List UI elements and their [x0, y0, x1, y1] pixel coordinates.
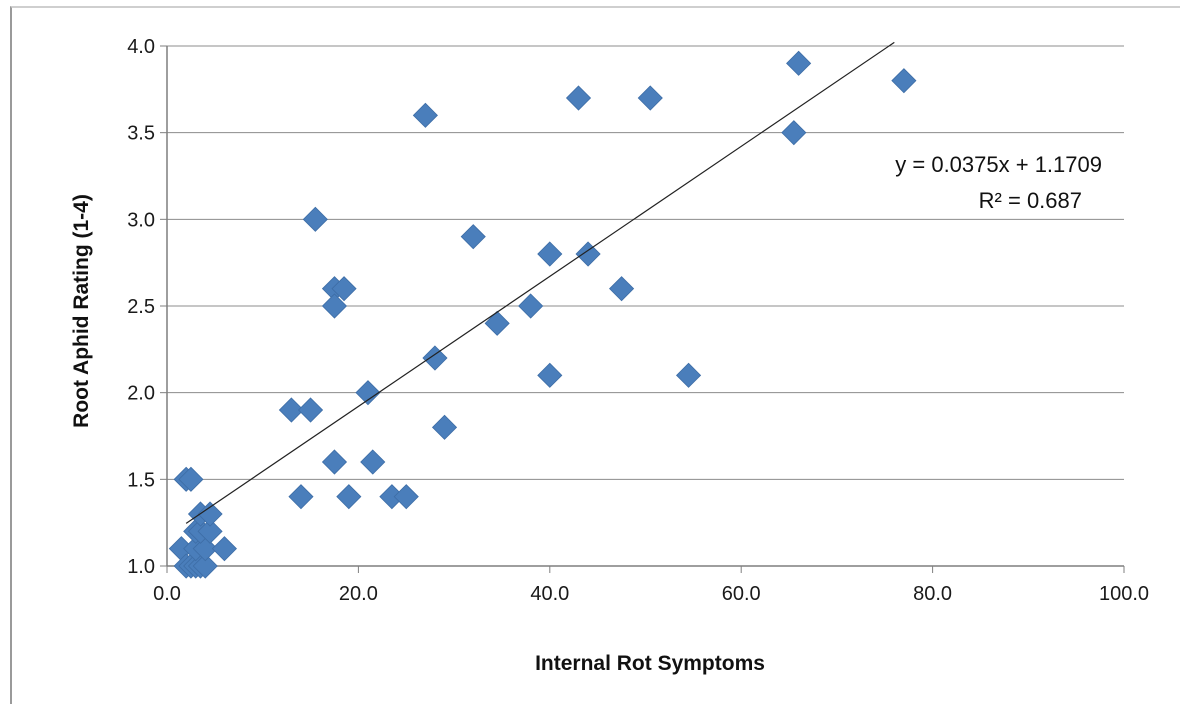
axes	[160, 45, 1125, 573]
data-point	[178, 466, 204, 492]
data-point	[197, 518, 223, 544]
data-point	[891, 68, 917, 94]
x-tick-label: 40.0	[530, 583, 569, 605]
data-point	[565, 85, 592, 111]
data-point	[537, 241, 563, 267]
data-point	[537, 362, 563, 388]
data-point	[278, 397, 304, 423]
data-point	[393, 484, 419, 510]
data-point	[786, 50, 812, 76]
scatter-chart: 1.0 1.5 2.0 2.5 3.0 3.5 4.0 0.0 20.0 40.0 60.0 80.0…	[70, 36, 1149, 675]
data-point	[355, 380, 381, 406]
x-axis-title: Internal Rot Symptoms	[535, 652, 765, 675]
data-point	[675, 362, 702, 388]
trendline-equation: y = 0.0375x + 1.1709	[895, 152, 1102, 177]
y-tick-label: 1.0	[127, 556, 155, 578]
y-tick-label: 3.0	[127, 209, 155, 231]
data-point	[484, 310, 510, 336]
y-axis-title: Root Aphid Rating (1-4)	[70, 194, 93, 428]
y-tick-label: 1.5	[127, 469, 155, 491]
data-point	[422, 345, 448, 371]
data-point	[360, 449, 386, 475]
data-points	[168, 50, 917, 579]
data-point	[431, 414, 458, 440]
tick-labels: 1.0 1.5 2.0 2.5 3.0 3.5 4.0 0.0 20.0 40.0 60.0 80.0…	[127, 36, 1149, 605]
x-tick-label: 20.0	[339, 583, 378, 605]
data-point	[288, 484, 314, 510]
x-tick-label: 100.0	[1099, 583, 1149, 605]
x-tick-label: 60.0	[722, 583, 761, 605]
trendline	[185, 41, 895, 524]
x-tick-label: 0.0	[153, 583, 181, 605]
data-point	[197, 501, 223, 527]
trendline-group	[185, 41, 895, 524]
y-tick-label: 3.5	[127, 123, 155, 145]
y-tick-label: 4.0	[127, 36, 155, 58]
data-point	[331, 276, 357, 302]
annotations: y = 0.0375x + 1.1709 R² = 0.687	[895, 152, 1102, 213]
data-point	[211, 536, 237, 562]
data-point	[302, 206, 328, 232]
data-point	[297, 397, 324, 423]
data-point	[637, 85, 663, 111]
data-point	[781, 120, 807, 146]
data-point	[575, 241, 601, 267]
data-point	[321, 449, 348, 475]
data-point	[609, 276, 635, 302]
x-tick-label: 80.0	[913, 583, 952, 605]
r-squared-label: R² = 0.687	[979, 188, 1082, 213]
data-point	[336, 484, 362, 510]
data-point	[192, 553, 218, 579]
data-point	[460, 224, 486, 250]
data-point	[412, 102, 438, 128]
data-point	[518, 293, 544, 319]
data-point	[321, 293, 348, 319]
chart-frame: 1.0 1.5 2.0 2.5 3.0 3.5 4.0 0.0 20.0 40.0 60.0 80.0…	[10, 6, 1180, 704]
y-tick-label: 2.5	[127, 296, 155, 318]
y-tick-label: 2.0	[127, 383, 155, 405]
